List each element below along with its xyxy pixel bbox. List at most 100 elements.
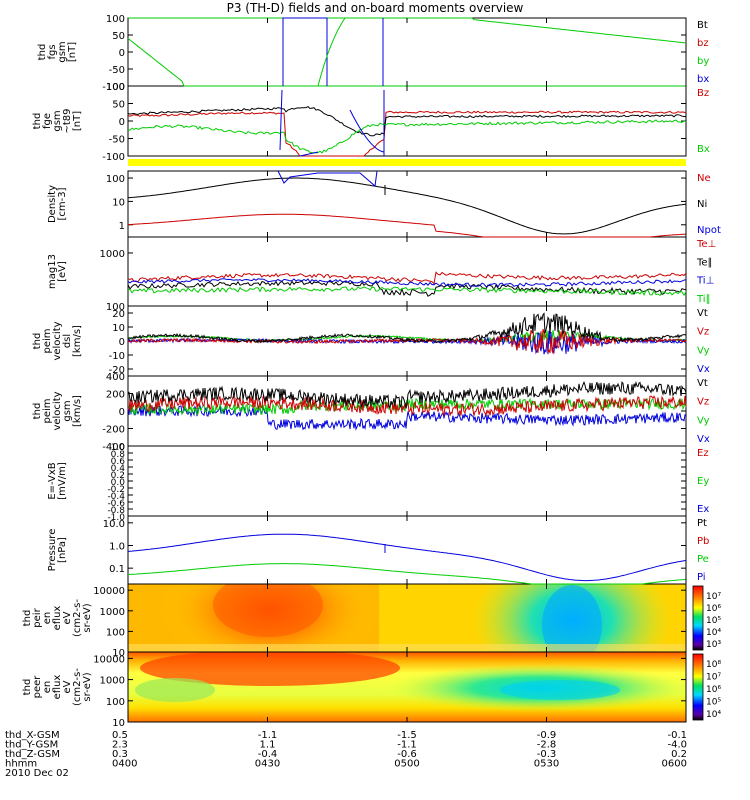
fgs-ytick-label: -50 bbox=[109, 65, 125, 76]
peir-ytick-label: 100 bbox=[106, 627, 125, 638]
efield-ytick-label: -0.8 bbox=[107, 506, 125, 516]
peir-spectrogram bbox=[128, 584, 686, 652]
fgs-legend-bx: bx bbox=[697, 74, 709, 85]
fge-ytick-label: 0 bbox=[119, 117, 125, 128]
veldsl-vx-line bbox=[127, 330, 687, 355]
orbit-value: -0.3 bbox=[537, 749, 557, 760]
efield-frame bbox=[127, 445, 687, 517]
orbit-value: -0.9 bbox=[537, 730, 557, 741]
pressure-legend-Pi: Pi bbox=[697, 572, 706, 583]
efield-ytick-label: -0.4 bbox=[107, 492, 125, 502]
fgs-ytick-label: 100 bbox=[106, 14, 125, 25]
velgsm-legend-Vx: Vx bbox=[697, 434, 710, 445]
orbit-value: 0400 bbox=[112, 759, 137, 770]
efield-legend-Ex: Ex bbox=[697, 504, 709, 515]
orbit-value: 0500 bbox=[394, 759, 419, 770]
veldsl-vt-line bbox=[127, 312, 687, 344]
veldsl-ytick-label: 0 bbox=[119, 337, 125, 348]
peer-spectrogram bbox=[128, 652, 686, 722]
veldsl-ylabel: thd bbox=[32, 333, 43, 350]
peer-colorbar-tick: 10⁴ bbox=[706, 710, 721, 720]
peer-colorbar bbox=[692, 653, 704, 721]
efield-ytick-label: -0.6 bbox=[107, 499, 125, 509]
peer-colorbar-tick: 10⁵ bbox=[706, 698, 721, 708]
fge-ytick-label: -100 bbox=[102, 152, 125, 163]
veldsl-ylabel: [km/s] bbox=[72, 325, 83, 357]
peer-ylabel: peer bbox=[32, 675, 43, 699]
orbit-label-thd_X-GSM: thd_X-GSM bbox=[5, 730, 60, 741]
pressure-frame bbox=[127, 515, 687, 585]
temp-ylabel: mag13 bbox=[47, 254, 58, 289]
peir-ylabel: peir bbox=[32, 607, 43, 627]
density-ylabel: Density bbox=[47, 185, 58, 223]
peer-ylabel: thd bbox=[22, 679, 33, 696]
veldsl-vz-line bbox=[127, 328, 687, 355]
density-ytick-label: 1 bbox=[119, 221, 125, 232]
temp-ytick-label: 1000 bbox=[100, 249, 125, 260]
pressure-ylabel: Pressure bbox=[47, 529, 58, 572]
peer-ytick-label: 1000 bbox=[100, 676, 125, 687]
velgsm-ylabel: [km/s] bbox=[72, 395, 83, 427]
velgsm-ylabel: gsm bbox=[62, 400, 73, 421]
velgsm-ytick-label: 400 bbox=[106, 372, 125, 383]
fgs-legend-by: by bbox=[697, 56, 709, 67]
orbit-value: -4.0 bbox=[667, 740, 687, 751]
efield-ytick-label: 1.0 bbox=[111, 443, 126, 453]
veldsl-ylabel: dsl bbox=[62, 334, 73, 348]
fgs-by-spike bbox=[317, 17, 346, 87]
density-ne-line bbox=[127, 213, 687, 238]
velgsm-legend-Vz: Vz bbox=[697, 397, 709, 408]
peir-ylabel: eflux bbox=[52, 606, 63, 631]
peir-ylabel: sr-eV) bbox=[82, 603, 93, 632]
peir-colorbar bbox=[692, 585, 704, 651]
veldsl-ytick-label: 10 bbox=[112, 323, 125, 334]
fge-bt-line bbox=[127, 105, 686, 137]
efield-ytick-label: -1.0 bbox=[107, 513, 125, 523]
orbit-label-thd_Z-GSM: thd_Z-GSM bbox=[5, 749, 60, 760]
peir-ytick-label: 10 bbox=[112, 648, 125, 659]
temp-teperp-line bbox=[127, 271, 687, 285]
velgsm-ylabel: peim bbox=[42, 398, 53, 423]
peir-ylabel: (cm2-s- bbox=[72, 599, 83, 637]
veldsl-ytick-label: 20 bbox=[112, 309, 125, 320]
orbit-value: 0530 bbox=[534, 759, 559, 770]
peir-ytick-label: 1000 bbox=[100, 607, 125, 618]
fge-ylabel: thd bbox=[32, 113, 43, 130]
temp-legend-Ti∥: Ti∥ bbox=[696, 294, 711, 305]
peer-ylabel: eflux bbox=[52, 675, 63, 700]
pressure-legend-Pb: Pb bbox=[697, 536, 709, 547]
efield-ytick-label: 0.8 bbox=[111, 450, 126, 460]
orbit-value: 0.5 bbox=[112, 730, 128, 741]
temp-frame bbox=[127, 236, 687, 307]
peir-colorbar-tick: 10⁴ bbox=[706, 628, 721, 638]
fgs-frame bbox=[127, 17, 687, 87]
efield-ytick-label: 0.6 bbox=[111, 457, 126, 467]
fgs-legend-bz: bz bbox=[697, 38, 709, 49]
fge-ylabel: gsm bbox=[52, 110, 63, 131]
orbit-value: 2.3 bbox=[112, 740, 128, 751]
fge-spikes bbox=[279, 89, 385, 157]
fge-ylabel: fge bbox=[42, 113, 53, 129]
efield-ytick-label: -0.2 bbox=[107, 485, 125, 495]
temp-legend-Te⊥: Te⊥ bbox=[696, 239, 716, 250]
orbit-value: -1.1 bbox=[397, 740, 417, 751]
date-label: 2010 Dec 02 bbox=[5, 768, 69, 779]
peir-ylabel: en bbox=[42, 612, 53, 625]
veldsl-legend-Vt: Vt bbox=[697, 308, 708, 319]
pressure-legend-Pe: Pe bbox=[697, 554, 709, 565]
fge-frame bbox=[127, 85, 687, 157]
peer-ytick-label: 100 bbox=[106, 697, 125, 708]
fgs-ytick-label: 50 bbox=[112, 31, 125, 42]
pressure-legend-Pt: Pt bbox=[697, 518, 707, 529]
efield-ylabel: [mV/m] bbox=[57, 462, 68, 500]
peer-ytick-label: 10000 bbox=[93, 654, 125, 665]
orbit-value: -0.1 bbox=[667, 730, 687, 741]
velgsm-ylabel: thd bbox=[32, 403, 43, 420]
orbit-label-thd_Y-GSM: thd_Y-GSM bbox=[5, 740, 58, 751]
density-legend-Ne: Ne bbox=[697, 173, 711, 184]
fge-bx-line bbox=[127, 119, 687, 154]
peer-colorbar-tick: 10⁷ bbox=[706, 673, 721, 683]
fge-ytick-label: -50 bbox=[109, 135, 125, 146]
temp-tiperp-line bbox=[127, 278, 687, 288]
veldsl-legend-Vz: Vz bbox=[697, 327, 709, 338]
